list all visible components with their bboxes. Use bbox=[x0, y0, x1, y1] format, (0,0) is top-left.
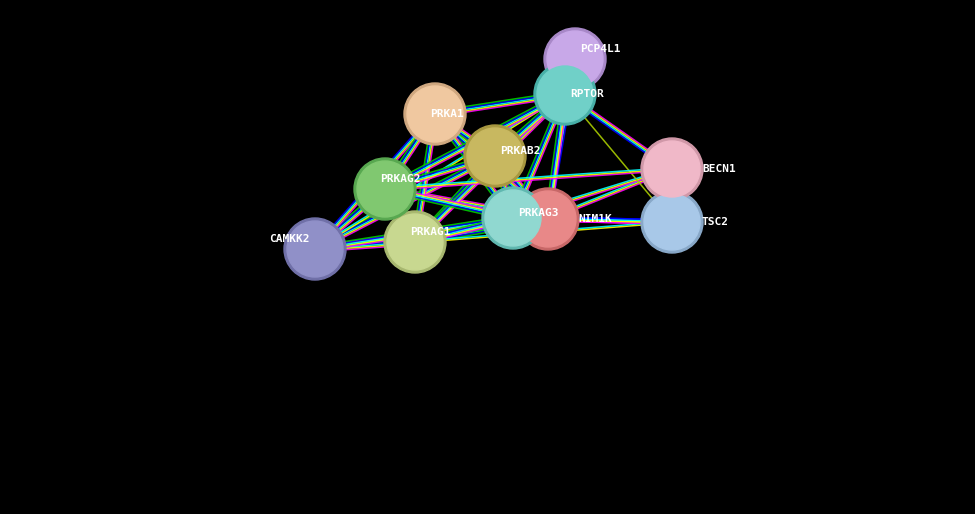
Circle shape bbox=[544, 28, 606, 90]
Text: PRKAG2: PRKAG2 bbox=[380, 174, 420, 184]
Circle shape bbox=[520, 191, 576, 247]
Circle shape bbox=[641, 138, 703, 200]
Circle shape bbox=[354, 158, 416, 220]
Circle shape bbox=[517, 188, 579, 250]
Circle shape bbox=[537, 66, 593, 122]
Circle shape bbox=[644, 194, 700, 250]
Text: PRKAB2: PRKAB2 bbox=[500, 146, 540, 156]
Circle shape bbox=[387, 214, 443, 270]
Circle shape bbox=[284, 218, 346, 280]
Text: RPTOR: RPTOR bbox=[570, 89, 604, 99]
Circle shape bbox=[404, 83, 466, 145]
Text: PCP4L1: PCP4L1 bbox=[580, 44, 620, 54]
Text: BECN1: BECN1 bbox=[702, 164, 736, 174]
Circle shape bbox=[407, 86, 463, 142]
Circle shape bbox=[534, 63, 596, 125]
Circle shape bbox=[547, 31, 603, 87]
Circle shape bbox=[357, 161, 413, 217]
Text: PRKAG3: PRKAG3 bbox=[518, 208, 559, 218]
Text: TSC2: TSC2 bbox=[702, 217, 729, 227]
Circle shape bbox=[384, 211, 446, 273]
Text: PRKA1: PRKA1 bbox=[430, 109, 464, 119]
Circle shape bbox=[464, 125, 526, 187]
Circle shape bbox=[644, 141, 700, 197]
Circle shape bbox=[641, 191, 703, 253]
Text: PRKAG1: PRKAG1 bbox=[410, 227, 450, 237]
Circle shape bbox=[485, 190, 541, 246]
Text: NIM1K: NIM1K bbox=[578, 214, 611, 224]
Circle shape bbox=[467, 128, 523, 184]
Circle shape bbox=[287, 221, 343, 277]
Circle shape bbox=[482, 187, 544, 249]
Text: CAMKK2: CAMKK2 bbox=[269, 234, 310, 244]
